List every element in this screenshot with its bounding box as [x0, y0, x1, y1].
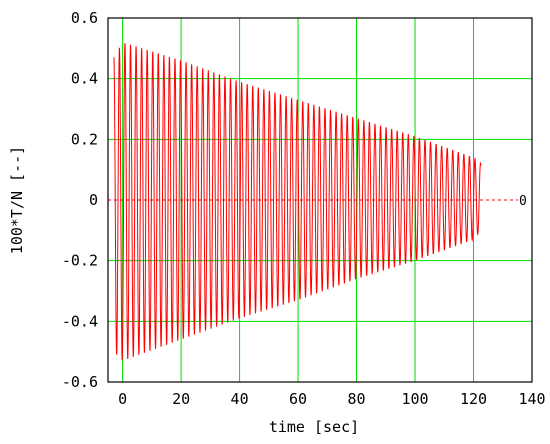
x-tick-label: 80 [348, 390, 366, 408]
y-tick-label: 0 [89, 191, 98, 209]
x-tick-label: 60 [289, 390, 307, 408]
x-tick-labels: 0 20 40 60 80 100 120 140 [118, 390, 545, 408]
x-axis-label: time [sec] [269, 418, 359, 436]
x-tick-label: 100 [401, 390, 428, 408]
y-tick-labels: -0.6 -0.4 -0.2 0 0.2 0.4 0.6 [62, 9, 98, 391]
series-line-decaying-oscillation [113, 42, 482, 361]
series-group [113, 42, 482, 361]
zero-reference-label: 0 [519, 194, 527, 209]
x-tick-label: 120 [460, 390, 487, 408]
plot-frame [107, 17, 533, 383]
x-tick-label: 40 [231, 390, 249, 408]
y-tick-label: 0.2 [71, 130, 98, 148]
y-tick-label: 0.4 [71, 70, 98, 88]
x-tick-label: 0 [118, 390, 127, 408]
y-tick-label: -0.2 [62, 252, 98, 270]
y-tick-label: -0.4 [62, 312, 98, 330]
y-axis-label: 100*T/N [--] [8, 146, 26, 254]
y-tick-label: 0.6 [71, 9, 98, 27]
x-tick-label: 20 [172, 390, 190, 408]
y-tick-label: -0.6 [62, 373, 98, 391]
x-tick-label: 140 [518, 390, 545, 408]
